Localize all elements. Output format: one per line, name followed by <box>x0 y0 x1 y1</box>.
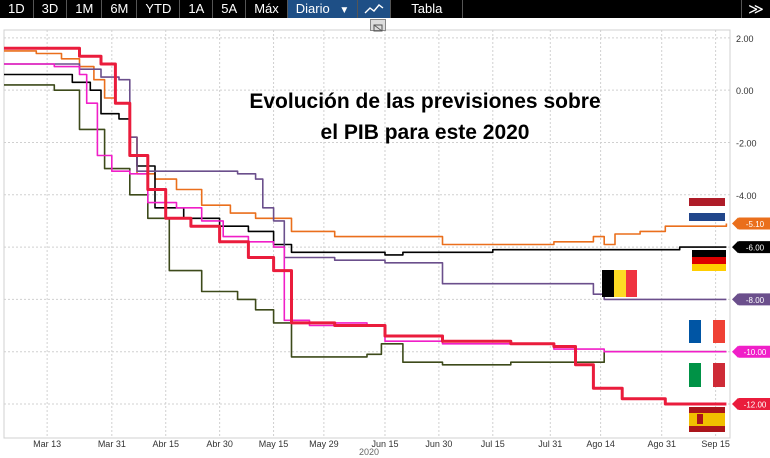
y-tick-label: 0.00 <box>736 86 754 96</box>
y-tick-label: -2.00 <box>736 138 757 148</box>
x-tick-label: Jun 15 <box>371 439 398 449</box>
range-1m-button[interactable]: 1M <box>67 0 103 18</box>
x-tick-label: Sep 15 <box>701 439 730 449</box>
france-end-label: -10.00 <box>732 345 770 358</box>
spain-end-label-pointer <box>732 398 738 410</box>
range-1a-button[interactable]: 1A <box>180 0 214 18</box>
chart-title: Evolución de las previsiones sobre el PI… <box>249 90 600 144</box>
spain-end-label: -12.00 <box>732 398 770 410</box>
belgium-end-label: -8.00 <box>732 293 770 306</box>
x-tick-label: Jun 30 <box>425 439 452 449</box>
germany-end-label: -6.00 <box>732 241 770 254</box>
toolbar: 1D 3D 1M 6M YTD 1A 5A Máx Diario ▼ Tabla… <box>0 0 770 18</box>
france-end-label-bg <box>738 345 770 358</box>
germany-end-label-text: -6.00 <box>746 244 765 253</box>
netherlands-end-label-pointer <box>732 217 738 230</box>
period-dropdown[interactable]: Diario ▼ <box>287 0 359 18</box>
range-5a-button[interactable]: 5A <box>213 0 247 18</box>
x-tick-label: Abr 15 <box>152 439 179 449</box>
spain-end-label-bg <box>738 398 770 410</box>
y-tick-label: -4.00 <box>736 191 757 201</box>
range-6m-button[interactable]: 6M <box>102 0 138 18</box>
spain-series-line <box>4 46 727 406</box>
netherlands-end-label: -5.10 <box>732 217 770 230</box>
table-button[interactable]: Tabla <box>391 0 464 18</box>
range-ytd-button[interactable]: YTD <box>137 0 181 18</box>
line-chart-icon[interactable] <box>358 0 392 18</box>
x-tick-label: Ago 14 <box>586 439 615 449</box>
x-tick-label: Ago 31 <box>647 439 676 449</box>
x-tick-label: Mar 31 <box>98 439 126 449</box>
italy-flag <box>689 363 725 387</box>
expand-glyph: ≫ <box>748 1 764 18</box>
chevron-down-icon: ▼ <box>339 5 350 16</box>
range-3d-button[interactable]: 3D <box>34 0 68 18</box>
x-axis: Mar 13 Mar 31 Abr 15 Abr 30 May 15 May 29 Jun … <box>33 439 730 449</box>
germany-series-line <box>4 73 727 256</box>
plot-frame <box>3 29 731 439</box>
spain-end-label-text: -12.00 <box>744 401 767 410</box>
netherlands-series-line <box>4 50 728 246</box>
germany-end-label-pointer <box>732 241 738 254</box>
germany-end-label-bg <box>738 241 770 254</box>
chart-title-line-1: Evolución de las previsiones sobre <box>249 90 600 113</box>
toolbar-spacer <box>463 0 741 18</box>
expand-icon[interactable]: ≫ <box>741 0 770 18</box>
x-tick-label: Abr 30 <box>206 439 233 449</box>
series-lines <box>4 46 728 406</box>
x-axis-year-label: 2020 <box>359 447 379 457</box>
end-value-labels: -5.10 -6.00 -8.00 -10.00 -12.00 <box>732 217 770 410</box>
range-max-button[interactable]: Máx <box>246 0 288 18</box>
belgium-end-label-bg <box>738 293 770 306</box>
flag-group <box>602 198 726 432</box>
y-tick-label: 2.00 <box>736 34 754 44</box>
france-flag <box>689 320 725 343</box>
germany-flag <box>692 250 726 271</box>
collapse-icon[interactable] <box>370 19 386 32</box>
belgium-end-label-pointer <box>732 293 738 306</box>
spain-flag <box>689 407 725 432</box>
x-tick-label: May 29 <box>309 439 339 449</box>
netherlands-end-label-bg <box>738 217 770 230</box>
range-1d-button[interactable]: 1D <box>0 0 34 18</box>
france-end-label-pointer <box>732 345 738 358</box>
x-tick-label: Jul 15 <box>481 439 505 449</box>
x-tick-label: Mar 13 <box>33 439 61 449</box>
x-tick-label: May 15 <box>259 439 289 449</box>
belgium-end-label-text: -8.00 <box>746 296 765 305</box>
period-label: Diario <box>295 1 330 16</box>
netherlands-end-label-text: -5.10 <box>746 220 765 229</box>
france-end-label-text: -10.00 <box>744 348 767 357</box>
netherlands-flag <box>689 198 725 221</box>
x-tick-label: Jul 31 <box>538 439 562 449</box>
belgium-flag <box>602 270 637 297</box>
chart-title-line-2: el PIB para este 2020 <box>321 121 530 144</box>
